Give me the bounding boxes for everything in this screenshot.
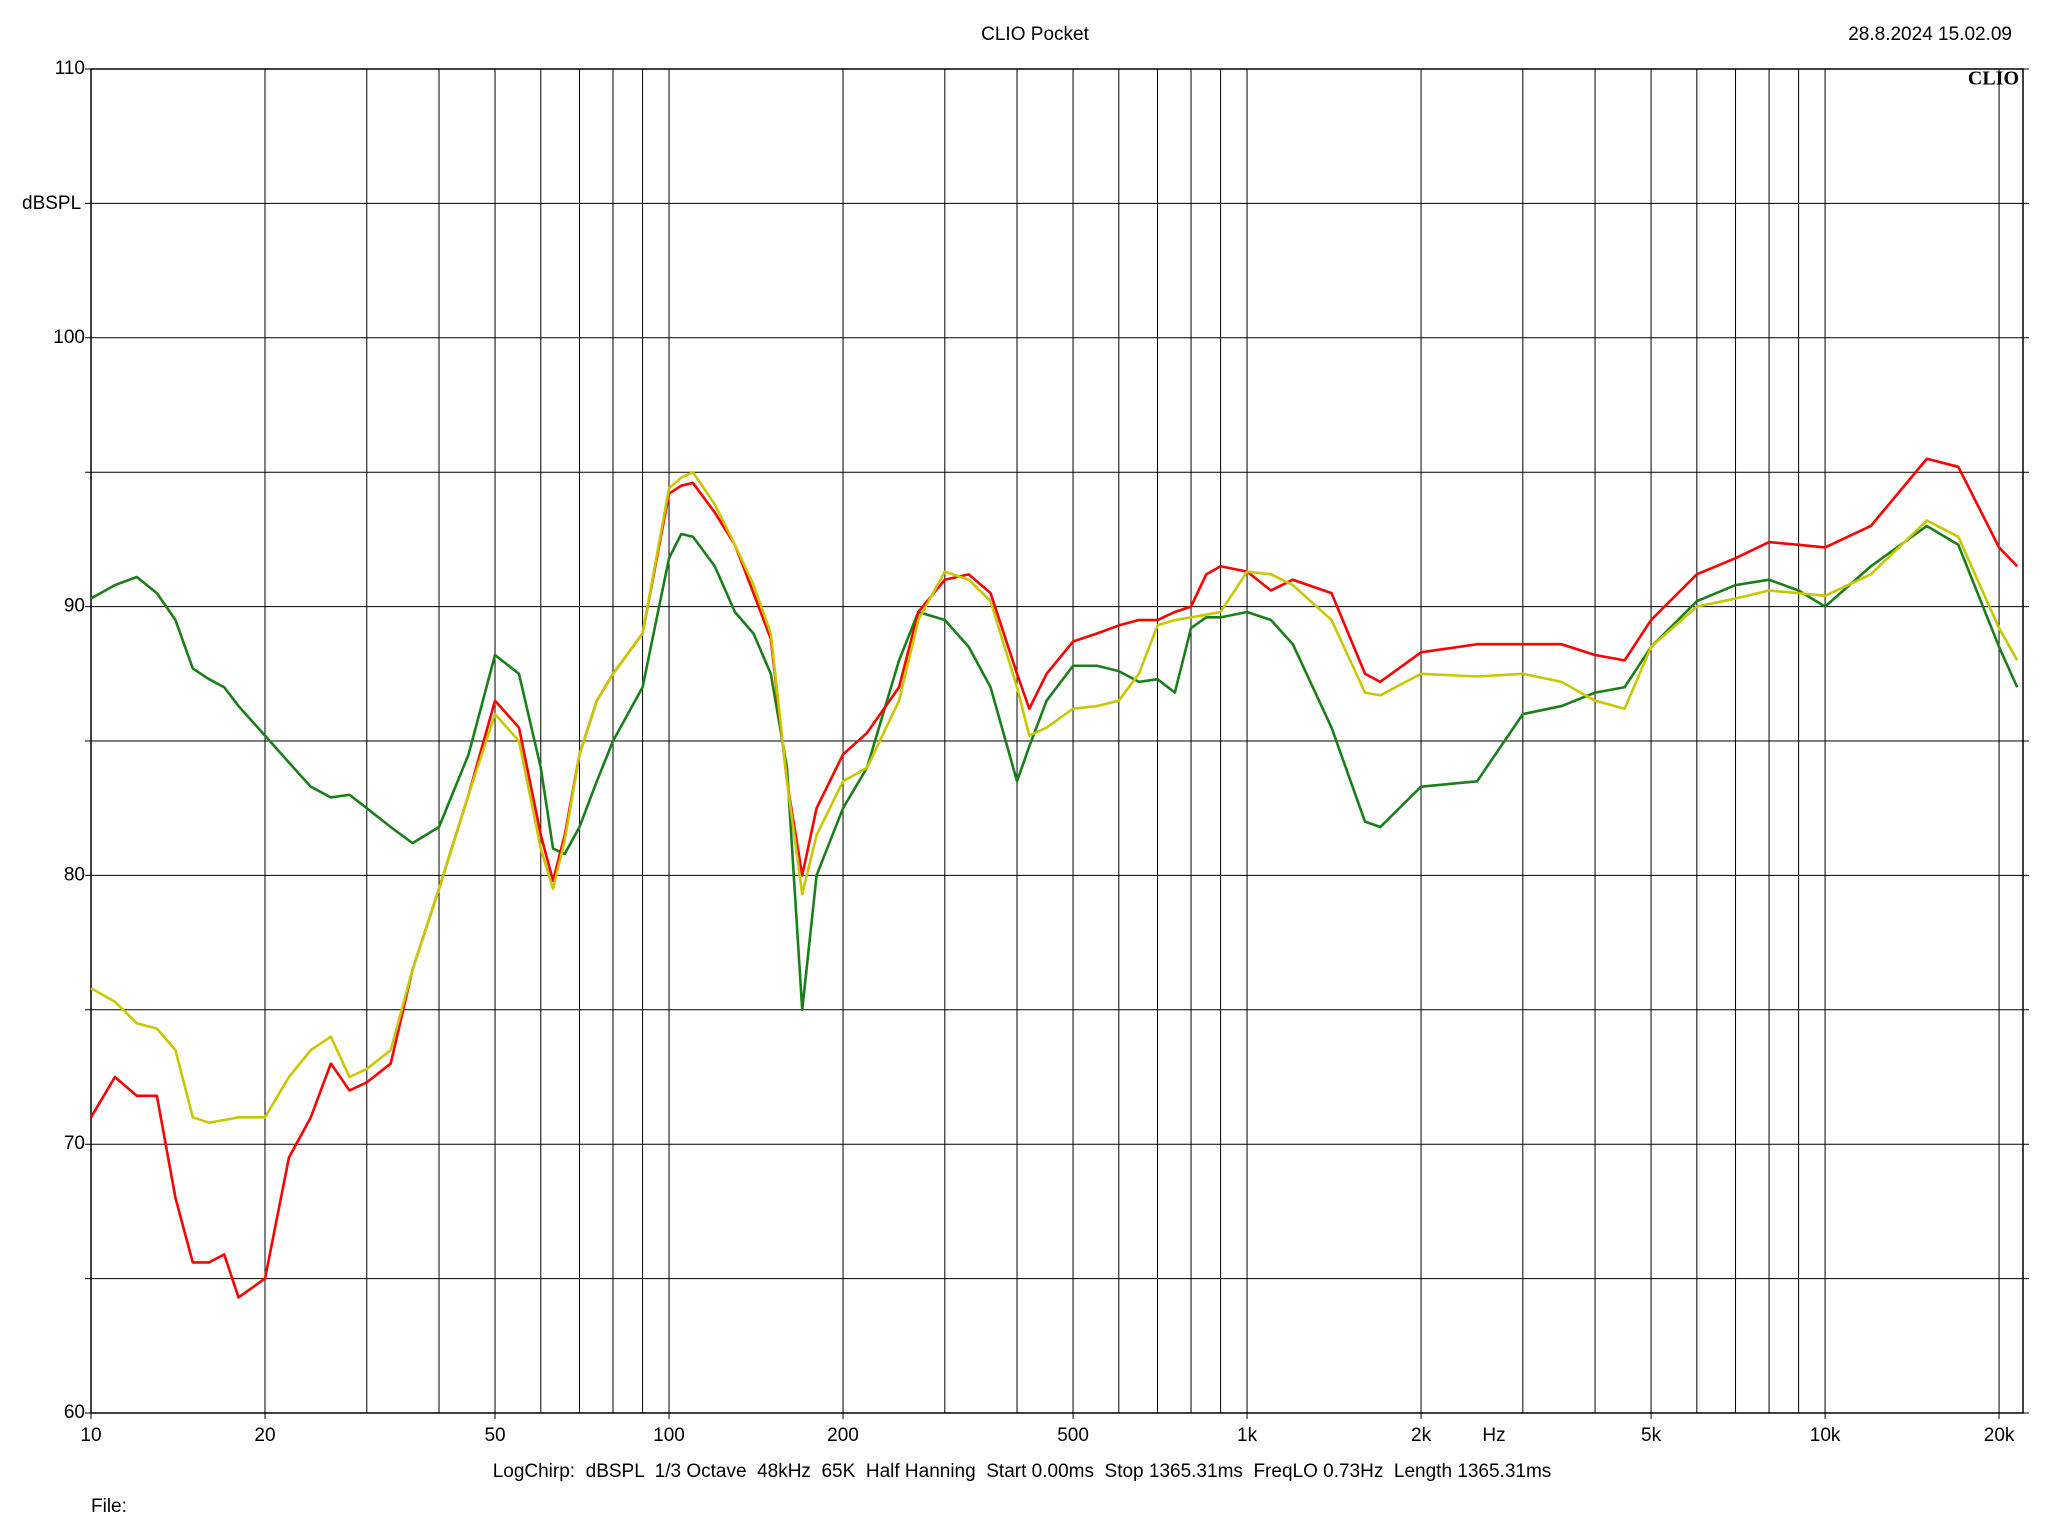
file-label: File:: [91, 1496, 127, 1517]
x-tick-label: 50: [484, 1425, 505, 1446]
date: 28.8.2024 15.02.09: [1848, 24, 2012, 45]
logo: CLIO: [1968, 68, 2019, 90]
y-tick-label: 100: [53, 327, 85, 348]
x-tick-label: 500: [1057, 1425, 1089, 1446]
series-line: [89, 457, 2019, 1299]
y-tick-label: 80: [64, 864, 85, 885]
x-tick-label: 20k: [1984, 1425, 2015, 1446]
series-line: [90, 524, 2019, 1012]
x-tick-label: 10: [80, 1425, 101, 1446]
footer: LogChirp: dBSPL 1/3 Octave 48kHz 65K Hal…: [493, 1461, 1552, 1482]
series-line: [90, 470, 2019, 1124]
y-tick-label: 60: [64, 1402, 85, 1423]
plot-border: [90, 68, 2024, 1414]
chart-title: CLIO Pocket: [981, 24, 1089, 45]
x-tick-label: 100: [653, 1425, 685, 1446]
x-tick-label: 5k: [1641, 1425, 1662, 1446]
x-tick-label: 1k: [1237, 1425, 1258, 1446]
x-tick-label: 2k: [1411, 1425, 1432, 1446]
x-tick-label: 10k: [1810, 1425, 1841, 1446]
y-tick-label: 110: [55, 58, 85, 79]
x-tick-label: 20: [254, 1425, 275, 1446]
x-axis-label: Hz: [1482, 1425, 1505, 1446]
y-tick-label: 70: [64, 1133, 85, 1154]
x-tick-label: 200: [827, 1425, 859, 1446]
y-axis-label: dBSPL: [22, 193, 81, 214]
y-tick-label: 90: [64, 596, 85, 617]
